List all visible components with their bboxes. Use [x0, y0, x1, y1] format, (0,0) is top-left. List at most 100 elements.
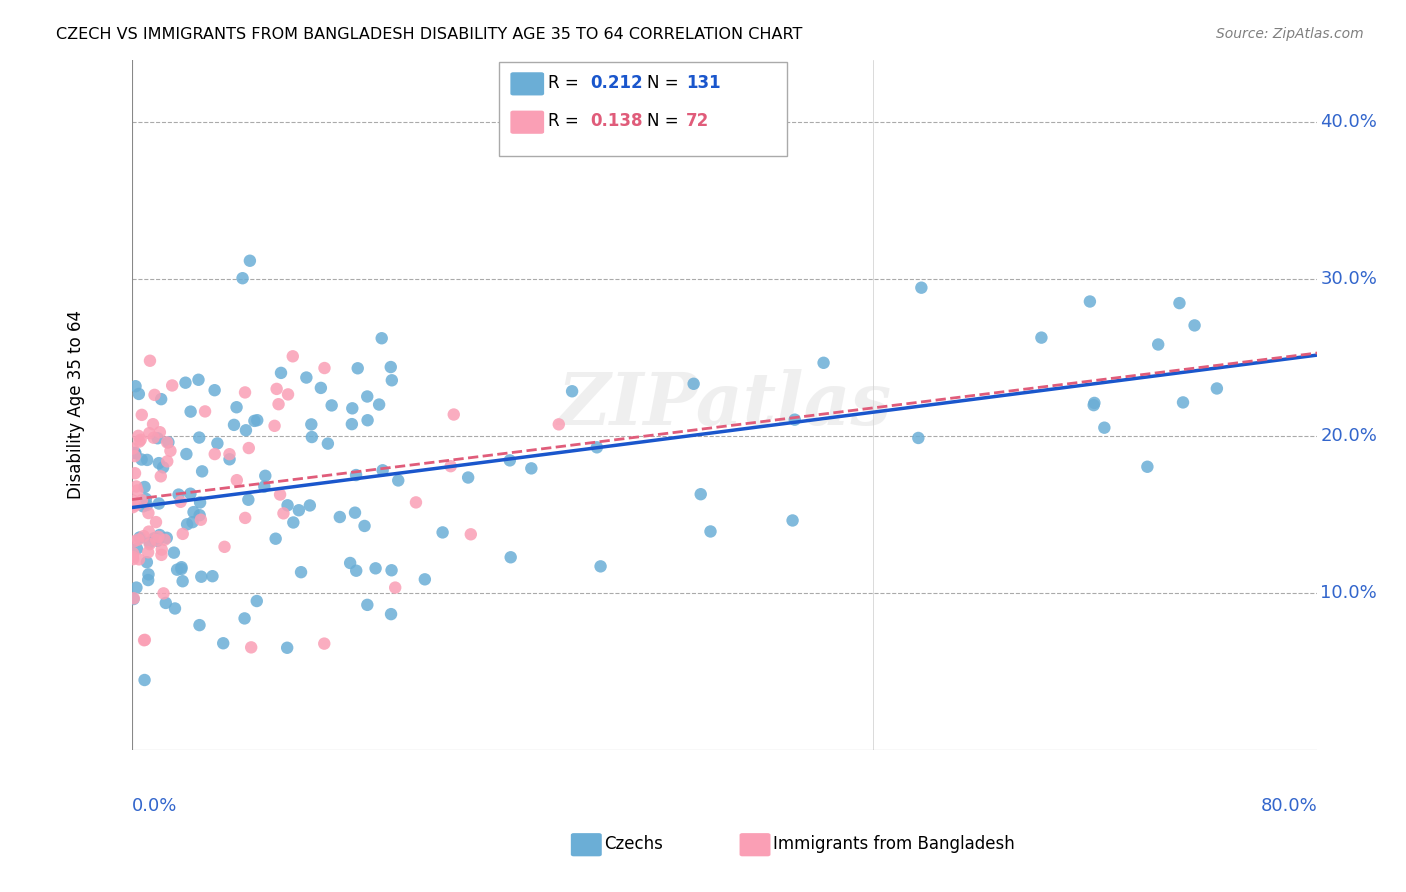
Point — [340, 417, 363, 431]
Point — [586, 440, 609, 454]
Text: 0.212: 0.212 — [591, 74, 643, 92]
Point — [499, 453, 522, 467]
Point — [266, 382, 288, 396]
Point — [128, 387, 150, 401]
Text: CZECH VS IMMIGRANTS FROM BANGLADESH DISABILITY AGE 35 TO 64 CORRELATION CHART: CZECH VS IMMIGRANTS FROM BANGLADESH DISA… — [56, 27, 803, 42]
Point — [309, 381, 332, 395]
Point — [121, 442, 143, 456]
Point — [136, 573, 159, 587]
Point — [281, 349, 304, 363]
Point — [156, 435, 179, 450]
Text: 80.0%: 80.0% — [1261, 797, 1317, 814]
Point — [179, 486, 201, 500]
Point — [295, 370, 318, 384]
Point — [131, 408, 153, 422]
Point — [172, 527, 194, 541]
Point — [329, 510, 352, 524]
Point — [204, 447, 226, 461]
Point — [149, 528, 172, 542]
Point — [156, 531, 179, 545]
Point — [188, 618, 211, 632]
Point — [124, 449, 146, 463]
Point — [314, 361, 336, 376]
Point — [181, 515, 204, 529]
Point — [380, 563, 402, 577]
Point — [233, 385, 256, 400]
Point — [148, 530, 170, 544]
Point — [131, 493, 153, 508]
Point — [254, 468, 277, 483]
Point — [384, 581, 406, 595]
Point — [163, 601, 186, 615]
Text: Source: ZipAtlas.com: Source: ZipAtlas.com — [1216, 27, 1364, 41]
Point — [187, 373, 209, 387]
Point — [146, 431, 169, 445]
Point — [339, 556, 361, 570]
Point — [381, 373, 404, 387]
Point — [122, 592, 145, 607]
Point — [132, 529, 155, 543]
Text: 0.0%: 0.0% — [132, 797, 177, 814]
Point — [152, 586, 174, 600]
Point — [1083, 398, 1105, 412]
Point — [201, 569, 224, 583]
Point — [520, 461, 543, 475]
Point — [163, 546, 186, 560]
Text: N =: N = — [647, 74, 683, 92]
Point — [314, 637, 336, 651]
Point — [143, 388, 166, 402]
Text: Disability Age 35 to 64: Disability Age 35 to 64 — [66, 310, 84, 500]
Point — [218, 452, 240, 467]
Point — [499, 550, 522, 565]
Point — [561, 384, 583, 399]
Point — [1205, 382, 1227, 396]
Point — [235, 423, 257, 437]
Point — [343, 506, 366, 520]
Point — [122, 500, 145, 515]
Point — [288, 503, 311, 517]
Point — [356, 390, 378, 404]
Point — [457, 470, 479, 484]
Point — [134, 673, 156, 687]
Point — [356, 598, 378, 612]
Point — [134, 632, 156, 647]
Point — [1147, 337, 1170, 351]
Point — [124, 467, 146, 481]
Point — [243, 414, 266, 428]
Point — [138, 506, 160, 520]
Point — [910, 281, 932, 295]
Point — [218, 447, 240, 461]
Point — [176, 517, 198, 532]
Point — [128, 552, 150, 566]
Point — [212, 636, 235, 650]
Point — [174, 376, 197, 390]
Point — [269, 487, 291, 501]
Point — [1083, 396, 1105, 410]
Point — [138, 537, 160, 551]
Text: R =: R = — [548, 112, 585, 130]
Point — [176, 447, 198, 461]
Point — [380, 359, 402, 374]
Point — [136, 453, 159, 467]
Point — [1092, 420, 1115, 434]
Point — [125, 498, 148, 512]
Point — [368, 398, 391, 412]
Point — [127, 533, 149, 547]
Point — [150, 548, 173, 562]
Point — [132, 633, 155, 648]
Point — [239, 253, 262, 268]
Point — [547, 417, 569, 432]
Point — [146, 533, 169, 548]
Point — [170, 560, 193, 574]
Point — [356, 413, 378, 427]
Point — [159, 443, 181, 458]
Point — [172, 574, 194, 589]
Point — [155, 596, 177, 610]
Text: 30.0%: 30.0% — [1320, 270, 1378, 288]
Point — [299, 417, 322, 432]
Point — [589, 559, 612, 574]
Point — [134, 480, 156, 494]
Point — [371, 463, 394, 477]
Point — [191, 464, 214, 478]
Point — [169, 495, 191, 509]
